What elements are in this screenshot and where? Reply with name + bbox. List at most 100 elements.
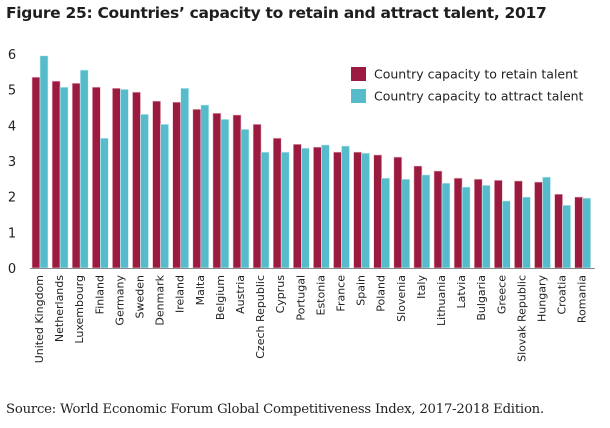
bar-retain — [514, 180, 523, 269]
legend-label-attract: Country capacity to attract talent — [374, 89, 584, 104]
bar-retain — [433, 170, 443, 269]
bar-retain — [152, 100, 161, 269]
bar-retain — [31, 76, 41, 269]
x-tick-label: Italy — [415, 275, 428, 299]
bar-attract — [421, 174, 431, 269]
bar-retain — [534, 181, 543, 269]
bar-attract — [461, 186, 471, 269]
x-tick-label: Belgium — [214, 275, 227, 320]
x-tick-label: Slovenia — [395, 275, 408, 322]
bar-attract — [542, 176, 551, 269]
bar-retain — [272, 137, 282, 269]
bar-retain — [192, 108, 202, 269]
x-tick-label: Estonia — [314, 275, 327, 316]
bar-attract — [522, 196, 531, 269]
bar-retain — [313, 146, 322, 269]
bar-retain — [473, 178, 483, 269]
x-tick-label: Sweden — [134, 275, 147, 318]
bar-attract — [160, 123, 169, 269]
x-tick-label: Bulgaria — [475, 275, 488, 321]
bar-attract — [120, 89, 129, 269]
bar-retain — [353, 151, 362, 269]
legend: Country capacity to retain talent Country… — [351, 67, 584, 104]
bar-retain — [172, 101, 181, 269]
bar-retain — [232, 114, 242, 269]
bar-retain — [373, 154, 383, 269]
bar-attract — [381, 177, 391, 269]
bar-attract — [441, 182, 451, 269]
x-tick-label: Luxembourg — [73, 275, 86, 344]
bar-attract — [361, 152, 370, 269]
x-tick-label: Austria — [234, 275, 247, 314]
x-tick-label: Latvia — [455, 275, 468, 309]
x-tick-label: Portugal — [294, 275, 307, 321]
bar-attract — [220, 118, 230, 269]
bar-chart: 0 1 2 3 4 5 6 United Kingdom Netherlands Luxembo… — [8, 48, 595, 363]
bar-attract — [200, 104, 210, 269]
bar-retain — [393, 156, 403, 269]
x-tick-label: Hungary — [536, 275, 549, 322]
bar-retain — [51, 80, 61, 269]
x-tick-label: Greece — [495, 275, 508, 314]
bar-attract — [280, 151, 290, 269]
bar-retain — [92, 86, 101, 269]
y-tick-label: 4 — [8, 119, 16, 134]
x-tick-label: Cyprus — [274, 275, 287, 314]
bar-retain — [554, 193, 563, 269]
bar-retain — [453, 177, 463, 269]
bar-attract — [501, 200, 511, 269]
bar-attract — [100, 137, 109, 269]
x-tick-label: Finland — [93, 275, 106, 314]
chart-title: Figure 25: Countries’ capacity to retain… — [6, 4, 547, 22]
x-tick-label: Spain — [355, 275, 368, 306]
x-tick-label: United Kingdom — [33, 275, 46, 363]
bars — [31, 55, 592, 269]
x-tick-label: Slovak Republic — [515, 275, 528, 362]
bar-retain — [493, 179, 503, 269]
x-tick-label: France — [335, 275, 348, 312]
bar-attract — [59, 86, 69, 269]
bar-retain — [212, 112, 222, 269]
bar-attract — [180, 87, 189, 269]
bar-retain — [413, 165, 423, 269]
bar-retain — [132, 91, 141, 269]
source-note: Source: World Economic Forum Global Comp… — [6, 402, 544, 417]
bar-retain — [333, 151, 342, 269]
y-tick-label: 6 — [8, 48, 16, 63]
bar-retain — [292, 143, 302, 269]
bar-attract — [582, 197, 592, 269]
legend-swatch-attract — [351, 89, 366, 103]
bar-attract — [79, 69, 89, 269]
y-tick-label: 1 — [8, 226, 16, 241]
x-tick-label: Czech Republic — [254, 275, 267, 359]
bar-attract — [240, 128, 250, 269]
bar-retain — [71, 82, 81, 269]
y-tick-label: 0 — [8, 262, 16, 277]
x-tick-label: Croatia — [556, 275, 569, 315]
x-tick-label: Romania — [576, 275, 589, 323]
bar-retain — [252, 123, 262, 269]
bar-retain — [574, 196, 584, 269]
x-tick-label: Malta — [194, 275, 207, 305]
y-tick-label: 2 — [8, 191, 16, 206]
x-tick-label: Netherlands — [53, 275, 66, 342]
x-tick-label: Denmark — [154, 274, 167, 325]
bar-retain — [112, 87, 121, 269]
bar-attract — [300, 147, 310, 269]
x-tick-label: Ireland — [174, 275, 187, 313]
bar-attract — [401, 178, 411, 269]
bar-attract — [341, 145, 350, 269]
bar-attract — [39, 55, 49, 269]
bar-attract — [321, 144, 330, 269]
y-tick-label: 3 — [8, 155, 16, 170]
x-tick-label: Lithuania — [435, 275, 448, 326]
bar-attract — [481, 184, 491, 269]
legend-label-retain: Country capacity to retain talent — [374, 67, 578, 82]
bar-attract — [140, 113, 149, 269]
y-axis: 0 1 2 3 4 5 6 — [8, 48, 16, 277]
y-tick-label: 5 — [8, 84, 16, 99]
x-tick-label: Poland — [375, 275, 388, 312]
bar-attract — [260, 151, 270, 269]
legend-swatch-retain — [351, 67, 366, 81]
x-axis-labels: United Kingdom Netherlands Luxembourg Finla… — [33, 274, 589, 363]
